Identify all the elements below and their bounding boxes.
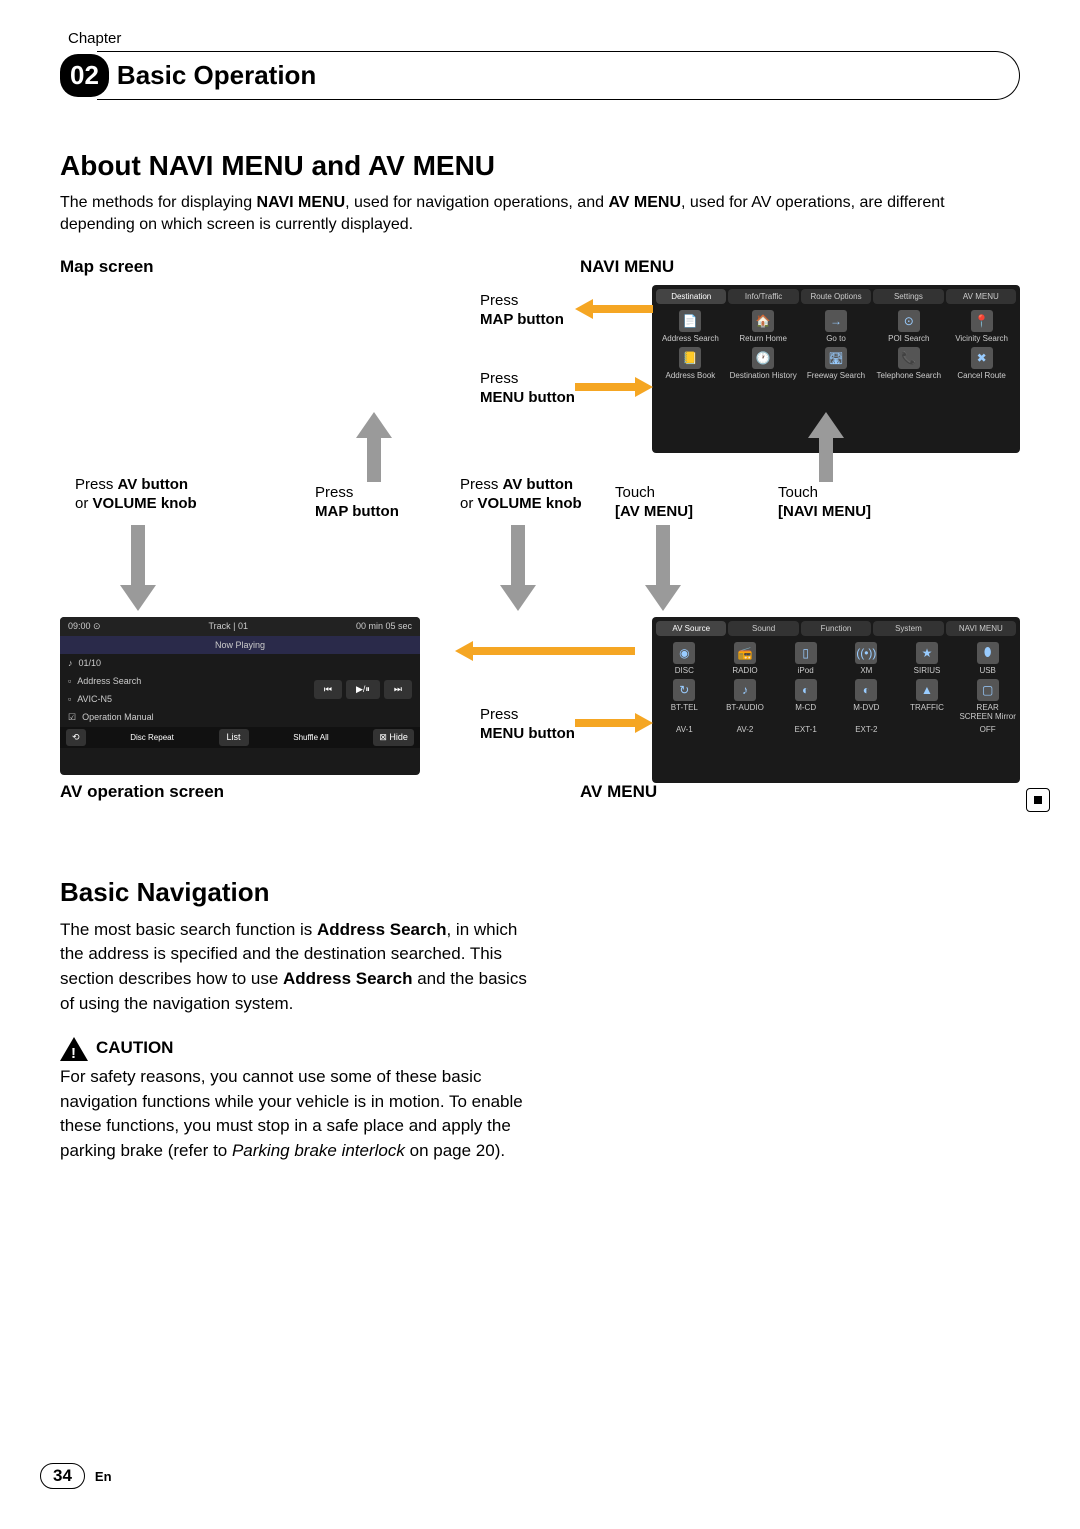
av-menu-mock: AV SourceSoundFunctionSystemNAVI MENU ◉D…	[652, 617, 1020, 783]
intro-text: The methods for displaying NAVI MENU, us…	[60, 192, 1020, 237]
action-map-btn-2: PressMAP button	[315, 483, 399, 522]
av-item: EXT-1	[777, 725, 834, 734]
navigation-diagram: Map screen NAVI MENU DestinationInfo/Tra…	[60, 257, 1020, 817]
av-item: ◐M-DVD	[838, 679, 895, 721]
av-operation-mock: 09:00 ⊙Track | 0100 min 05 sec Now Playi…	[60, 617, 420, 775]
av-tab: Function	[801, 621, 871, 636]
gray-arrow-up-1	[356, 412, 392, 487]
navi-tab: Settings	[873, 289, 943, 304]
chapter-label: Chapter	[68, 30, 1020, 47]
av-item: ◉DISC	[656, 642, 713, 675]
av-item: ★SIRIUS	[899, 642, 956, 675]
caution-heading: CAUTION	[60, 1036, 530, 1061]
av-tab: Sound	[728, 621, 798, 636]
navi-item: 🕐Destination History	[729, 347, 798, 380]
av-menu-label: AV MENU	[580, 782, 657, 802]
chapter-header: 02 Basic Operation	[60, 51, 1020, 100]
action-av-vol-1: Press AV buttonor VOLUME knob	[75, 475, 197, 514]
av-op-label: AV operation screen	[60, 782, 224, 802]
navi-tab: Destination	[656, 289, 726, 304]
navi-item: →Go to	[802, 310, 871, 343]
av-item: ↻BT-TEL	[656, 679, 713, 721]
caution-body: For safety reasons, you cannot use some …	[60, 1065, 530, 1164]
av-item: AV-1	[656, 725, 713, 734]
gray-arrow-up-2	[808, 412, 844, 487]
av-item: ((•))XM	[838, 642, 895, 675]
main-heading: About NAVI MENU and AV MENU	[60, 150, 1020, 182]
yellow-arrow-right-2	[575, 713, 653, 733]
av-item: AV-2	[717, 725, 774, 734]
yellow-arrow-left-1	[575, 299, 653, 319]
gray-arrow-down-3	[645, 525, 681, 616]
av-item: EXT-2	[838, 725, 895, 734]
yellow-arrow-left-2	[455, 641, 635, 661]
action-av-vol-2: Press AV buttonor VOLUME knob	[460, 475, 582, 514]
av-item: 📻RADIO	[717, 642, 774, 675]
basic-nav-heading: Basic Navigation	[60, 877, 1020, 908]
navi-tab: Info/Traffic	[728, 289, 798, 304]
navi-item: ⊙POI Search	[874, 310, 943, 343]
chapter-number: 02	[60, 54, 109, 97]
navi-item: 📞Telephone Search	[874, 347, 943, 380]
av-item: ▢REAR SCREEN Mirror	[959, 679, 1016, 721]
av-item: ▯iPod	[777, 642, 834, 675]
av-item	[899, 725, 956, 734]
navi-tab: AV MENU	[946, 289, 1016, 304]
action-menu-btn-2: PressMENU button	[480, 705, 575, 744]
gray-arrow-down-2	[500, 525, 536, 616]
navi-item: 📒Address Book	[656, 347, 725, 380]
gray-arrow-down-1	[120, 525, 156, 616]
navi-tab: Route Options	[801, 289, 871, 304]
map-screen-label: Map screen	[60, 257, 154, 277]
av-tab: System	[873, 621, 943, 636]
av-item: ⬮USB	[959, 642, 1016, 675]
av-item: OFF	[959, 725, 1016, 734]
lang-label: En	[95, 1469, 112, 1484]
action-menu-btn-1: PressMENU button	[480, 369, 575, 408]
action-map-btn-1: PressMAP button	[480, 291, 564, 330]
page-number: 34	[40, 1463, 85, 1489]
navi-item: 📍Vicinity Search	[947, 310, 1016, 343]
av-item: ◐M-CD	[777, 679, 834, 721]
warning-icon	[60, 1037, 88, 1061]
navi-menu-label: NAVI MENU	[580, 257, 674, 277]
yellow-arrow-right-1	[575, 377, 653, 397]
navi-item: ✖Cancel Route	[947, 347, 1016, 380]
basic-nav-body: The most basic search function is Addres…	[60, 918, 530, 1017]
navi-item: 🏠Return Home	[729, 310, 798, 343]
navi-item: 📄Address Search	[656, 310, 725, 343]
section-end-icon	[1026, 788, 1050, 812]
av-item: ▲TRAFFIC	[899, 679, 956, 721]
navi-item: 🛣Freeway Search	[802, 347, 871, 380]
av-tab: AV Source	[656, 621, 726, 636]
page-footer: 34 En	[40, 1463, 112, 1489]
chapter-title: Basic Operation	[117, 60, 316, 90]
action-touch-navi: Touch[NAVI MENU]	[778, 483, 871, 522]
av-tab: NAVI MENU	[946, 621, 1016, 636]
action-touch-av: Touch[AV MENU]	[615, 483, 693, 522]
av-item: ♪BT-AUDIO	[717, 679, 774, 721]
